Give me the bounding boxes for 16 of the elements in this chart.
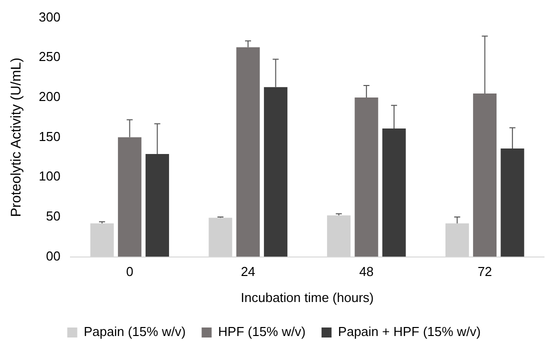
legend-label: HPF (15% w/v) <box>218 324 306 340</box>
y-tick-label: 00 <box>46 248 60 264</box>
legend-label: Papain + HPF (15% w/v) <box>338 324 481 340</box>
x-tick-label: 24 <box>240 264 256 280</box>
y-tick-label: 150 <box>38 128 60 144</box>
y-tick-label: 250 <box>38 49 60 64</box>
x-tick-label: 0 <box>126 264 134 280</box>
y-tick-label: 200 <box>38 89 60 104</box>
x-tick-label: 72 <box>478 264 492 280</box>
y-tick-label: 50 <box>46 208 60 224</box>
legend-label: Papain (15% w/v) <box>84 324 186 340</box>
y-tick-label: 300 <box>38 9 60 24</box>
y-axis-title: Proteolytic Activity (U/mL) <box>7 58 24 218</box>
y-tick-label: 100 <box>38 168 60 184</box>
x-axis-title: Incubation time (hours) <box>240 290 374 305</box>
x-tick-label: 48 <box>359 264 374 280</box>
